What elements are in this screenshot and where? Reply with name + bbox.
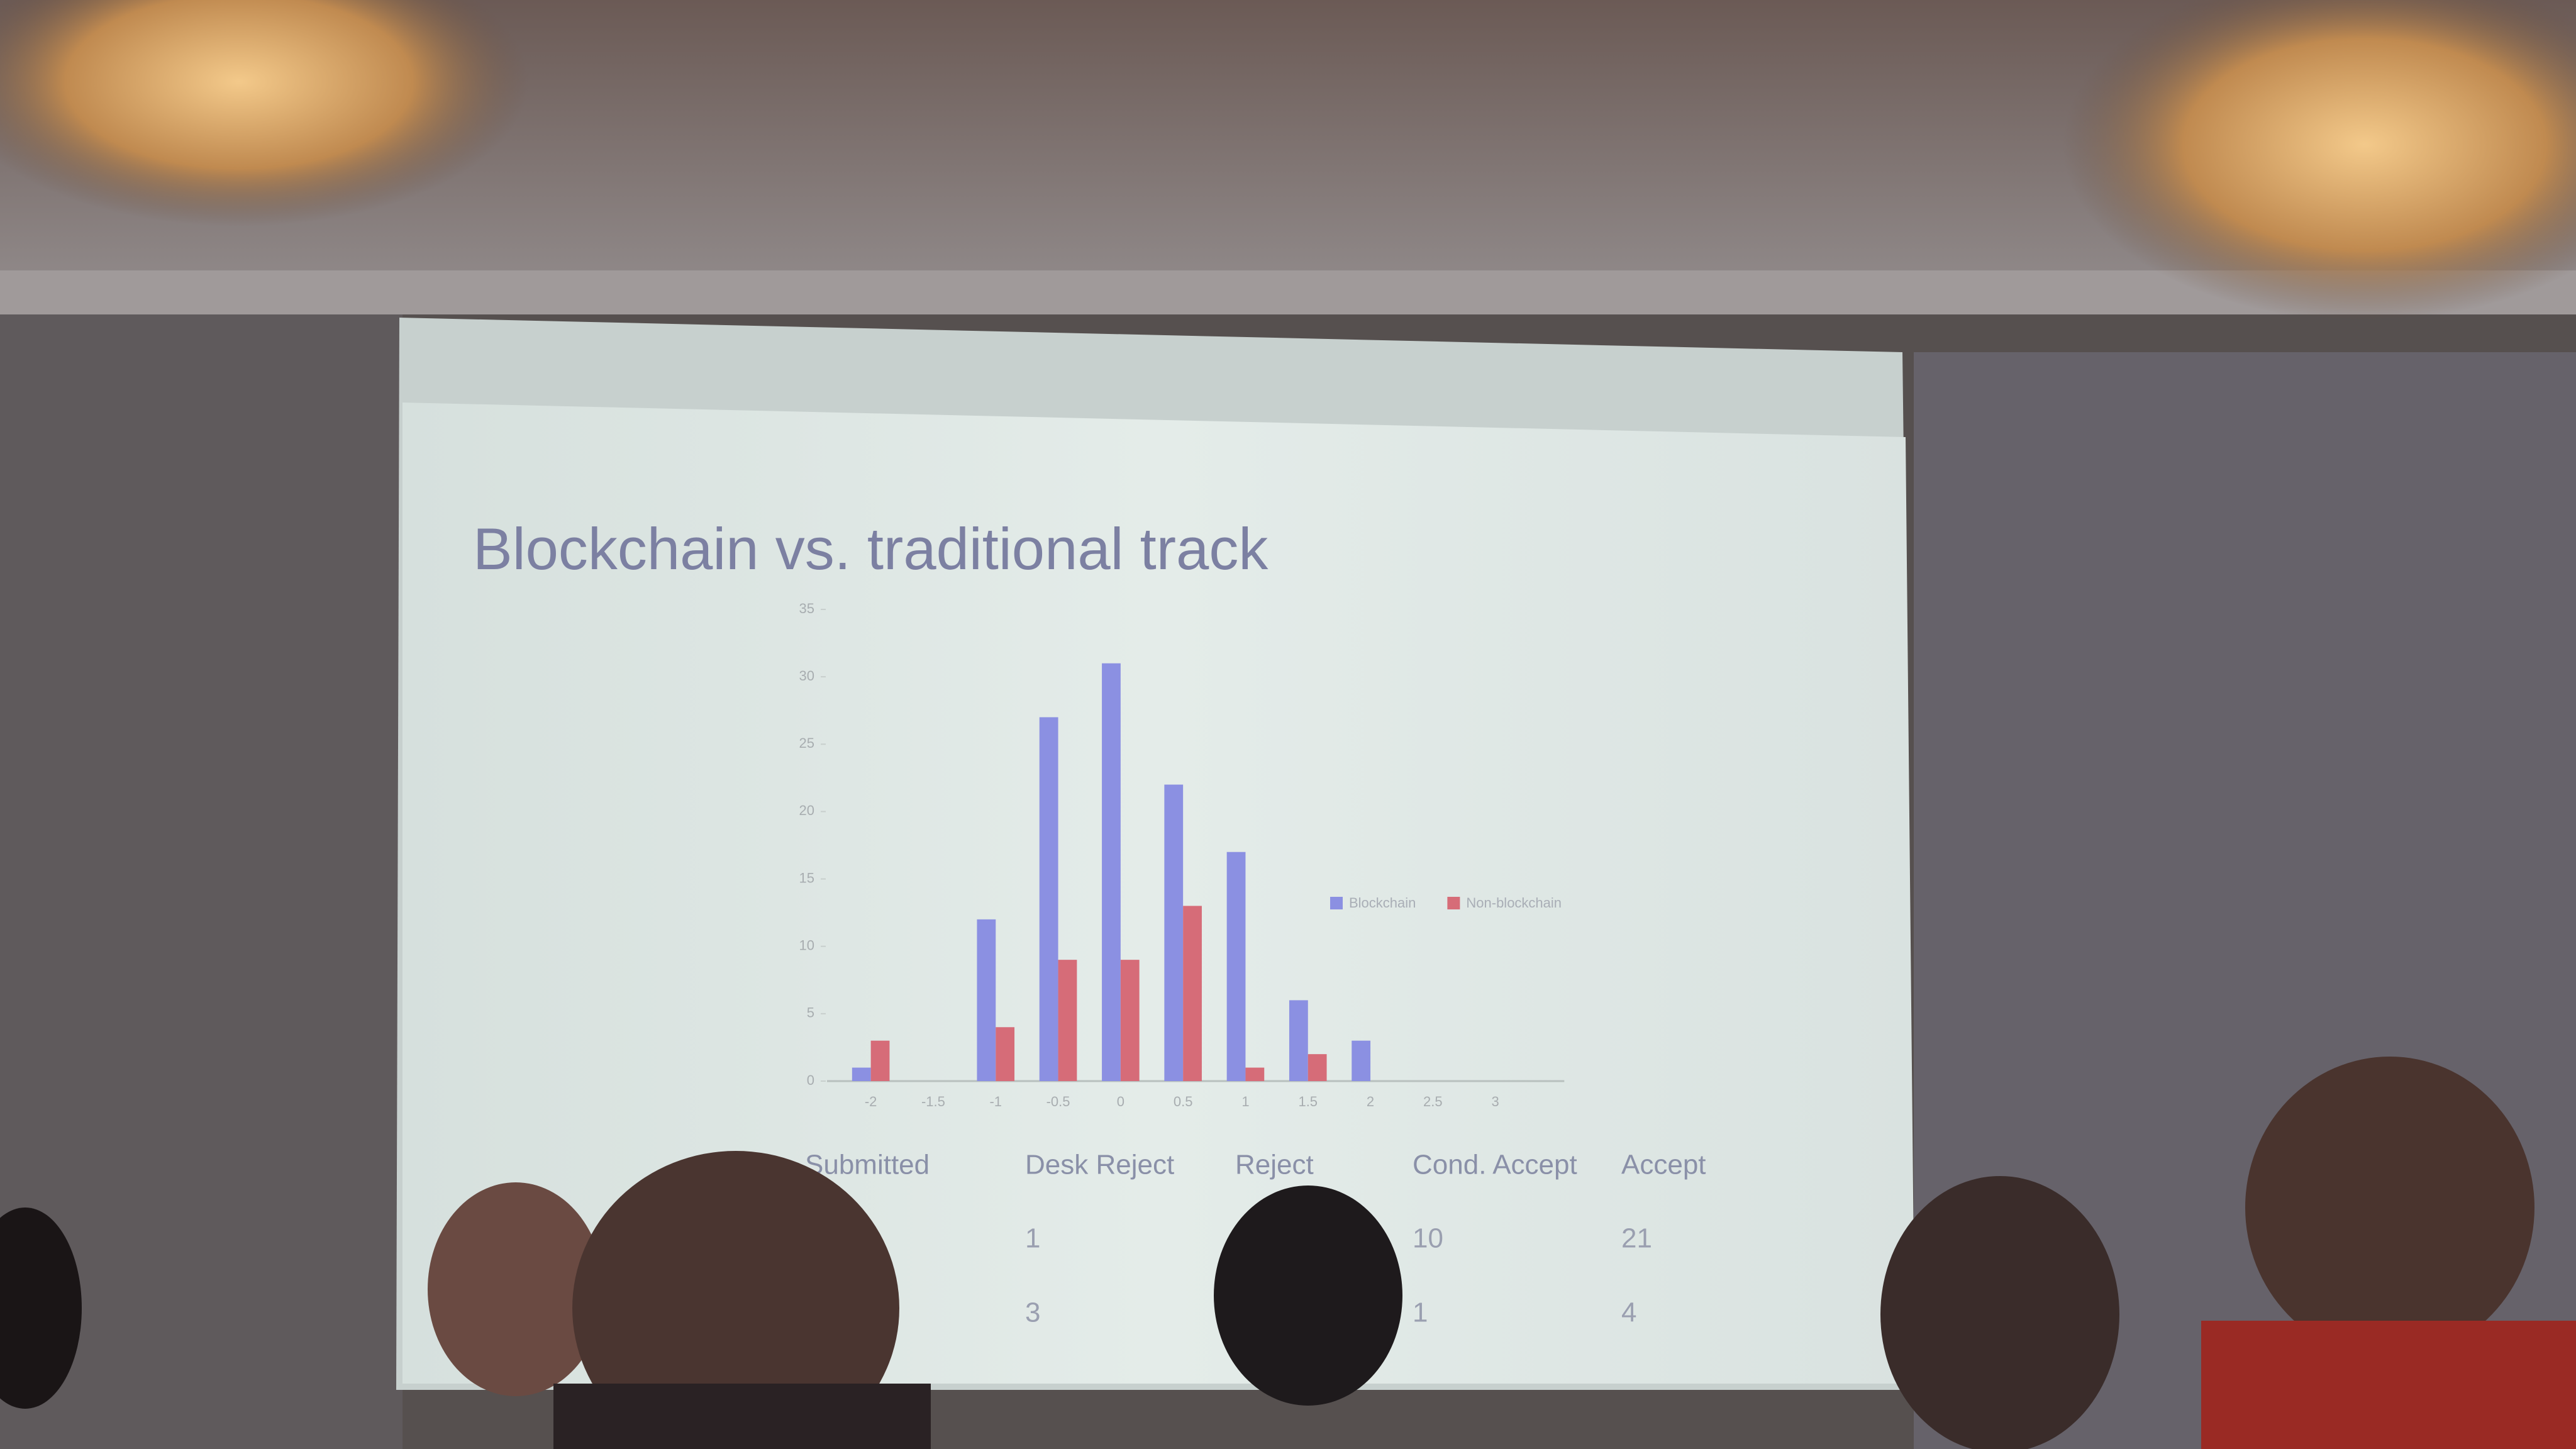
bar — [1120, 960, 1140, 1081]
x-tick-label: 3 — [1492, 1094, 1499, 1109]
table-header: Accept — [1621, 1150, 1706, 1180]
slide — [402, 402, 1915, 1384]
y-tick-label: 25 — [799, 735, 814, 751]
table-header: Reject — [1235, 1150, 1314, 1180]
chart: 0 5 10 15 20 25 30 35 -2 -1.5 -1 -0.5 0 0.5 1 1.5 2 2.5 3 B… — [799, 601, 1565, 1109]
y-tick-label: 30 — [799, 668, 814, 684]
x-tick-label: 0.5 — [1174, 1094, 1193, 1109]
slide-title: Blockchain vs. traditional track — [473, 516, 1269, 582]
x-tick-label: -2 — [865, 1094, 877, 1109]
table-cell: 1 — [1413, 1297, 1428, 1328]
legend-label: Blockchain — [1349, 895, 1416, 911]
y-tick-label: 5 — [807, 1005, 814, 1021]
bar — [1352, 1040, 1371, 1081]
y-tick-label: 15 — [799, 870, 814, 886]
table-header: Desk Reject — [1025, 1150, 1174, 1180]
x-tick-label: 2 — [1367, 1094, 1374, 1109]
table-cell: 21 — [1621, 1223, 1652, 1254]
x-tick-label: 1.5 — [1298, 1094, 1318, 1109]
bar — [996, 1027, 1015, 1081]
table-cell: 10 — [1413, 1223, 1443, 1254]
bar — [1039, 717, 1058, 1081]
bar — [977, 919, 996, 1081]
table-cell: 4 — [1621, 1297, 1636, 1328]
table: Submitted Desk Reject Reject Cond. Accept Ac… — [805, 1150, 1706, 1328]
y-tick-label: 10 — [799, 938, 814, 953]
table-cell: 3 — [1025, 1297, 1040, 1328]
bar — [1289, 1000, 1308, 1081]
x-tick-label: 2.5 — [1423, 1094, 1443, 1109]
y-tick-label: 0 — [807, 1072, 814, 1088]
chandelier — [0, 0, 528, 226]
table-header: Cond. Accept — [1413, 1150, 1577, 1180]
x-tick-label: -1.5 — [921, 1094, 945, 1109]
x-tick-label: -1 — [989, 1094, 1002, 1109]
bar — [852, 1067, 871, 1081]
bar — [1058, 960, 1077, 1081]
bar — [1164, 784, 1184, 1081]
table-cell: 1 — [1025, 1223, 1040, 1254]
x-tick-label: 0 — [1117, 1094, 1124, 1109]
y-tick-label: 35 — [799, 601, 814, 616]
bar — [1226, 852, 1246, 1081]
legend-label: Non-blockchain — [1466, 895, 1562, 911]
audience — [0, 1057, 2576, 1449]
chandelier — [2063, 0, 2576, 321]
x-tick-label: 1 — [1241, 1094, 1249, 1109]
bar — [870, 1040, 890, 1081]
bar — [1245, 1067, 1265, 1081]
y-tick-label: 20 — [799, 802, 814, 818]
bar — [1307, 1054, 1327, 1081]
x-tick-label: -0.5 — [1046, 1094, 1070, 1109]
bar — [1183, 906, 1202, 1081]
bar — [1102, 663, 1121, 1081]
table-header: Submitted — [805, 1150, 930, 1180]
legend-swatch — [1330, 897, 1343, 909]
ceiling-edge — [0, 270, 2576, 314]
legend-swatch — [1447, 897, 1460, 909]
